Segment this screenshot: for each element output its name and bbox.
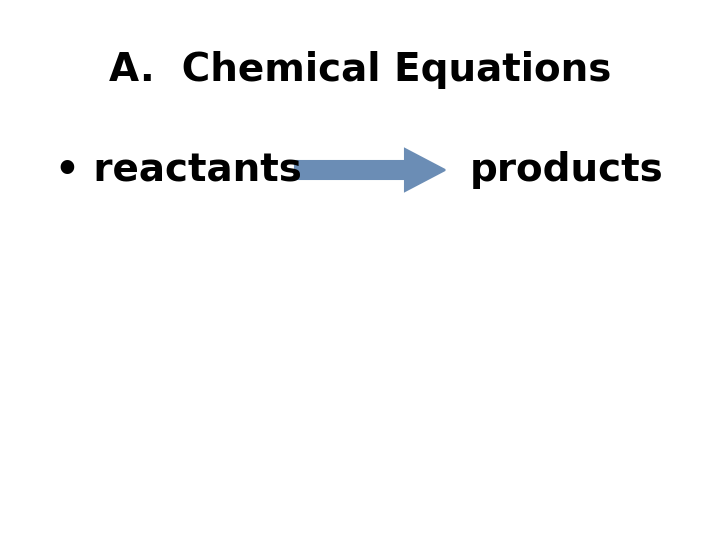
FancyArrow shape: [295, 149, 445, 191]
Text: products: products: [470, 151, 664, 189]
Text: A.  Chemical Equations: A. Chemical Equations: [109, 51, 611, 89]
Text: • reactants: • reactants: [55, 151, 302, 189]
